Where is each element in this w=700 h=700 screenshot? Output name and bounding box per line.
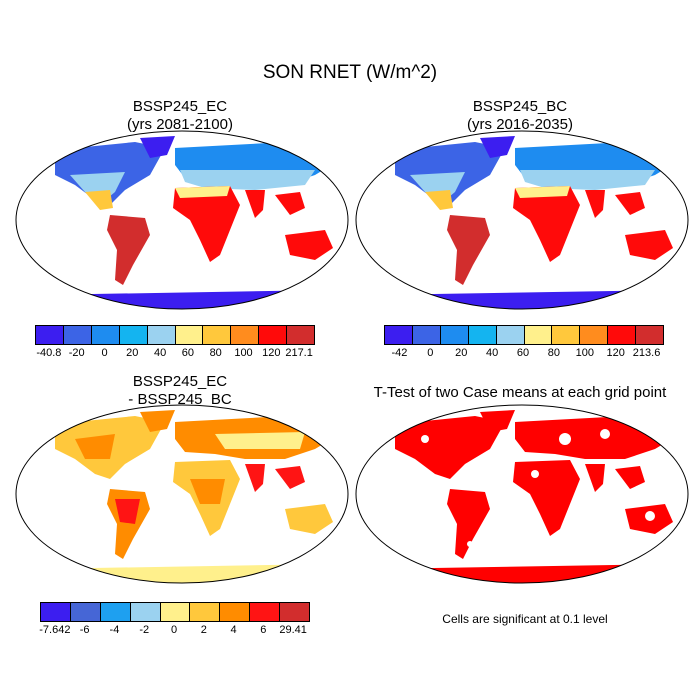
colorbar-tick-label: 80	[209, 347, 222, 359]
colorbar-segment	[385, 326, 413, 344]
panel-diff-title: BSSP245_EC - BSSP245_BC	[40, 373, 320, 409]
colorbar-diff	[40, 602, 310, 622]
colorbar-segment	[259, 326, 288, 344]
colorbar-tick-label: 100	[234, 347, 253, 359]
significance-note: Cells are significant at 0.1 level	[442, 612, 608, 626]
map-ttest	[355, 404, 689, 584]
map-diff	[15, 404, 349, 584]
panel-diff-title-line1: BSSP245_EC	[132, 373, 228, 390]
colorbar-tick-label: -6	[79, 624, 90, 636]
colorbar-segment	[190, 603, 221, 621]
colorbar-segment	[412, 326, 441, 344]
colorbar-tick-label: 0	[101, 347, 108, 359]
colorbar-tick-label: -4	[109, 624, 120, 636]
colorbar-tick-label: -40.8	[36, 347, 62, 359]
colorbar-tick-label: 2	[200, 624, 207, 636]
panel-bc-title-line1: BSSP245_BC	[472, 98, 568, 115]
colorbar-segment	[36, 326, 64, 344]
colorbar-bc	[384, 325, 664, 345]
colorbar-segment	[203, 326, 232, 344]
colorbar-ec	[35, 325, 315, 345]
colorbar-tick-label: 120	[606, 347, 625, 359]
colorbar-segment	[70, 603, 101, 621]
panel-bc-title-line2: (yrs 2016-2035)	[467, 116, 573, 133]
colorbar-tick-label: 60	[516, 347, 530, 359]
colorbar-tick-label: 0	[170, 624, 178, 636]
colorbar-segment	[119, 326, 148, 344]
colorbar-tick-label: 40	[153, 347, 167, 359]
colorbar-tick-label: -20	[68, 347, 85, 359]
map-ec	[15, 130, 349, 310]
colorbar-tick-label: 213.6	[632, 347, 661, 359]
colorbar-segment	[220, 603, 251, 621]
colorbar-tick-label: 6	[260, 624, 267, 636]
colorbar-segment	[63, 326, 92, 344]
panel-ec-title-line2: (yrs 2081-2100)	[127, 116, 233, 133]
colorbar-segment	[524, 326, 553, 344]
colorbar-segment	[41, 603, 71, 621]
colorbar-segment	[440, 326, 469, 344]
colorbar-tick-label: 20	[455, 347, 468, 359]
colorbar-segment	[175, 326, 204, 344]
colorbar-segment	[496, 326, 525, 344]
colorbar-segment	[91, 326, 120, 344]
panel-ec-title-line1: BSSP245_EC	[132, 98, 228, 115]
map-bc	[355, 130, 689, 310]
panel-diff-title-line2: - BSSP245_BC	[128, 391, 232, 408]
colorbar-tick-label: 217.1	[285, 347, 313, 359]
colorbar-segment	[636, 326, 664, 344]
colorbar-tick-label: 0	[427, 347, 434, 359]
colorbar-tick-label: -2	[139, 624, 150, 636]
colorbar-tick-label: 29.41	[279, 624, 307, 636]
colorbar-segment	[160, 603, 191, 621]
panel-ec-title: BSSP245_EC (yrs 2081-2100)	[40, 98, 320, 134]
colorbar-segment	[130, 603, 161, 621]
colorbar-tick-label: -42	[391, 347, 408, 359]
colorbar-segment	[231, 326, 260, 344]
colorbar-tick-label: 20	[126, 347, 139, 359]
colorbar-tick-label: -7.642	[39, 624, 71, 636]
colorbar-tick-label: 100	[575, 347, 594, 359]
colorbar-segment	[100, 603, 131, 621]
colorbar-segment	[250, 603, 281, 621]
panel-bc-title: BSSP245_BC (yrs 2016-2035)	[380, 98, 660, 134]
colorbar-segment	[608, 326, 637, 344]
figure-title: SON RNET (W/m^2)	[262, 62, 438, 83]
colorbar-segment	[147, 326, 176, 344]
colorbar-tick-label: 60	[181, 347, 195, 359]
colorbar-tick-label: 80	[547, 347, 560, 359]
colorbar-segment	[287, 326, 315, 344]
colorbar-tick-label: 4	[230, 624, 237, 636]
colorbar-segment	[580, 326, 609, 344]
colorbar-tick-label: 40	[485, 347, 499, 359]
panel-ttest-title: T-Test of two Case means at each grid po…	[373, 384, 667, 401]
colorbar-segment	[468, 326, 497, 344]
colorbar-segment	[552, 326, 581, 344]
colorbar-tick-label: 120	[262, 347, 281, 359]
colorbar-segment	[280, 603, 310, 621]
